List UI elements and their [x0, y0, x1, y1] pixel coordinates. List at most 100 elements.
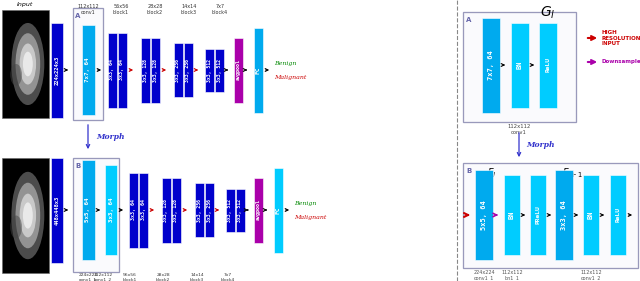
- Text: PReLU: PReLU: [536, 206, 541, 224]
- Bar: [225, 189, 234, 232]
- Text: 3x3, 256: 3x3, 256: [207, 198, 211, 221]
- Text: 5x5, 64: 5x5, 64: [86, 198, 90, 222]
- Bar: [161, 178, 170, 243]
- Bar: [118, 33, 127, 108]
- Bar: [81, 160, 95, 260]
- Bar: [253, 28, 262, 112]
- Bar: [504, 175, 520, 255]
- Text: Downsample: Downsample: [602, 60, 640, 65]
- Bar: [108, 33, 116, 108]
- Bar: [236, 189, 244, 232]
- Text: avgpool: avgpool: [236, 60, 241, 80]
- Bar: [51, 22, 63, 117]
- Bar: [463, 12, 576, 122]
- Bar: [205, 49, 214, 92]
- Text: 7x7
block4: 7x7 block4: [212, 4, 228, 15]
- Bar: [150, 37, 159, 103]
- Text: 28x28
block2: 28x28 block2: [147, 4, 163, 15]
- Bar: [2, 10, 49, 118]
- Text: A: A: [75, 13, 81, 19]
- Text: 3x3, 512: 3x3, 512: [237, 198, 243, 221]
- Text: Benign: Benign: [294, 201, 316, 205]
- Ellipse shape: [12, 23, 44, 105]
- Bar: [273, 167, 282, 253]
- Text: 3x3, 256: 3x3, 256: [186, 58, 191, 81]
- Text: 3x3, 128: 3x3, 128: [163, 198, 168, 221]
- Ellipse shape: [20, 194, 36, 237]
- Text: 3x3, 256: 3x3, 256: [175, 58, 180, 81]
- Text: 3x3, 64: 3x3, 64: [120, 60, 125, 80]
- Ellipse shape: [10, 64, 22, 86]
- Text: 3x3, 128: 3x3, 128: [143, 58, 147, 81]
- Text: avgpool: avgpool: [255, 200, 260, 221]
- Text: 112x112
conv1: 112x112 conv1: [77, 4, 99, 15]
- Text: ReLU: ReLU: [545, 58, 550, 72]
- Text: 56x56
block1: 56x56 block1: [123, 273, 137, 281]
- Bar: [482, 17, 500, 112]
- Text: 3x3, 64: 3x3, 64: [109, 198, 113, 222]
- Bar: [530, 175, 546, 255]
- Bar: [253, 178, 262, 243]
- Bar: [214, 49, 223, 92]
- Text: BN: BN: [588, 211, 594, 219]
- Bar: [129, 173, 138, 248]
- Bar: [105, 165, 117, 255]
- Text: B: B: [466, 168, 471, 174]
- Text: 224x224x3: 224x224x3: [54, 55, 60, 85]
- Bar: [195, 183, 204, 237]
- Text: 3x3, 64: 3x3, 64: [109, 60, 115, 80]
- Text: 112x112
bn1_1: 112x112 bn1_1: [501, 270, 523, 281]
- Bar: [205, 183, 214, 237]
- Bar: [73, 8, 103, 120]
- Text: 3x3, 128: 3x3, 128: [152, 58, 157, 81]
- Bar: [51, 157, 63, 262]
- Bar: [173, 43, 182, 97]
- Ellipse shape: [20, 44, 36, 85]
- Text: Morph: Morph: [96, 133, 125, 141]
- Text: $G_l$: $G_l$: [540, 5, 556, 21]
- Text: Input: Input: [17, 2, 33, 7]
- Text: FC: FC: [255, 66, 260, 74]
- Bar: [610, 175, 626, 255]
- Text: 3x3, 64: 3x3, 64: [131, 200, 136, 221]
- Text: 7x7, 64: 7x7, 64: [488, 50, 494, 80]
- Text: 7x7, 64: 7x7, 64: [86, 58, 90, 82]
- Text: 3x3, 64: 3x3, 64: [561, 200, 567, 230]
- Bar: [463, 163, 638, 268]
- Ellipse shape: [15, 33, 40, 95]
- Ellipse shape: [23, 52, 33, 76]
- Text: Malignant: Malignant: [294, 214, 326, 219]
- Text: 5x5, 64: 5x5, 64: [481, 200, 487, 230]
- Text: HIGH
RESOLUTION
INPUT: HIGH RESOLUTION INPUT: [602, 30, 640, 46]
- Text: 14x14
block3: 14x14 block3: [190, 273, 204, 281]
- Text: 7x7
block4: 7x7 block4: [221, 273, 235, 281]
- Bar: [73, 8, 103, 120]
- Bar: [138, 173, 147, 248]
- Bar: [555, 170, 573, 260]
- Text: 224x224
conv1_1: 224x224 conv1_1: [79, 273, 97, 281]
- Text: 56x56
block1: 56x56 block1: [113, 4, 129, 15]
- Bar: [234, 37, 243, 103]
- Bar: [81, 25, 95, 115]
- Ellipse shape: [23, 202, 33, 229]
- Text: 3x3, 512: 3x3, 512: [216, 58, 221, 81]
- Text: A: A: [466, 17, 472, 23]
- Bar: [583, 175, 599, 255]
- Text: 112x112
conv1: 112x112 conv1: [508, 124, 531, 135]
- Text: Malignant: Malignant: [274, 74, 307, 80]
- Text: 14x14
block3: 14x14 block3: [181, 4, 197, 15]
- Bar: [475, 170, 493, 260]
- Text: Benign: Benign: [274, 60, 296, 65]
- Text: Morph: Morph: [526, 141, 554, 149]
- Text: 448x448x3: 448x448x3: [54, 195, 60, 225]
- Text: 3x3, 512: 3x3, 512: [227, 198, 232, 221]
- Bar: [2, 158, 49, 273]
- Ellipse shape: [15, 183, 40, 248]
- Bar: [73, 158, 119, 272]
- Ellipse shape: [10, 216, 22, 239]
- Text: B: B: [75, 163, 80, 169]
- Text: 3x3, 64: 3x3, 64: [141, 200, 145, 221]
- Text: 112x112
conv1_2: 112x112 conv1_2: [580, 270, 602, 281]
- Text: 112x112
conv1_2: 112x112 conv1_2: [93, 273, 113, 281]
- Bar: [539, 22, 557, 108]
